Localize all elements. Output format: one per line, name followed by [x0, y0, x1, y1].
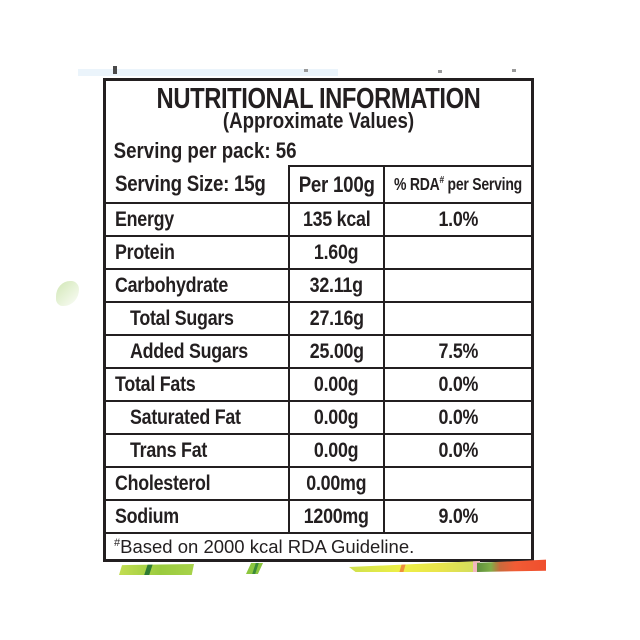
leaf-artwork-peek	[56, 281, 79, 306]
nutrient-amount: 0.00g	[290, 435, 385, 466]
nutrient-amount: 1.60g	[290, 237, 385, 268]
packaging-strip-green-small	[246, 563, 263, 574]
print-artifact-band	[78, 69, 338, 76]
table-title: NUTRITIONAL INFORMATION	[156, 83, 481, 115]
serving-size-header: Serving Size: 15g	[106, 165, 290, 202]
registration-tick	[304, 69, 308, 72]
nutrient-rda: 0.0%	[438, 372, 478, 396]
nutrient-amount: 0.00g	[290, 369, 385, 400]
per-100g-header: Per 100g	[290, 165, 385, 202]
column-header-row: Serving Size: 15g Per 100g % RDA# per Se…	[106, 165, 531, 202]
nutrient-name: Cholesterol	[106, 468, 290, 499]
nutrient-rda: 0.0%	[438, 438, 478, 462]
registration-tick	[512, 69, 516, 72]
packaging-strip-red	[477, 559, 546, 572]
nutrition-table: NUTRITIONAL INFORMATION (Approximate Val…	[103, 78, 534, 562]
nutrient-rda	[385, 237, 531, 268]
nutrient-amount: 0.00g	[290, 402, 385, 433]
nutrient-rda: 9.0%	[438, 504, 478, 528]
table-row-sodium: Sodium 1200mg 9.0%	[106, 499, 531, 532]
strip-slash	[399, 561, 407, 572]
strip-slash	[252, 563, 259, 574]
nutrient-rda	[385, 468, 531, 499]
nutrient-name: Energy	[106, 204, 290, 235]
rda-header: % RDA# per Serving	[385, 165, 531, 202]
nutrient-name: Carbohydrate	[106, 270, 290, 301]
table-row-total-sugars: Total Sugars 27.16g	[106, 301, 531, 334]
nutrient-rda: 0.0%	[438, 405, 478, 429]
registration-tick	[113, 66, 117, 74]
table-subtitle: (Approximate Values)	[222, 108, 415, 133]
footnote: #Based on 2000 kcal RDA Guideline.	[106, 532, 531, 559]
nutrient-amount: 0.00mg	[290, 468, 385, 499]
table-row-protein: Protein 1.60g	[106, 235, 531, 268]
packaging-strip-green	[119, 564, 194, 575]
strip-pink-tip	[473, 561, 480, 572]
table-row-cholesterol: Cholesterol 0.00mg	[106, 466, 531, 499]
nutrient-rda	[385, 303, 531, 334]
nutrient-name: Total Sugars	[106, 303, 290, 334]
nutrient-rda: 7.5%	[438, 339, 478, 363]
nutrient-amount: 27.16g	[290, 303, 385, 334]
table-row-total-fats: Total Fats 0.00g 0.0%	[106, 367, 531, 400]
serving-per-pack: Serving per pack: 56	[113, 138, 297, 163]
nutrient-amount: 25.00g	[290, 336, 385, 367]
table-row-carbohydrate: Carbohydrate 32.11g	[106, 268, 531, 301]
nutrient-amount: 135 kcal	[290, 204, 385, 235]
table-row-trans-fat: Trans Fat 0.00g 0.0%	[106, 433, 531, 466]
nutrient-rda	[385, 270, 531, 301]
nutrient-rda: 1.0%	[438, 207, 478, 231]
nutrient-name: Sodium	[106, 501, 290, 532]
strip-slash	[144, 564, 153, 575]
nutrient-name: Trans Fat	[106, 435, 290, 466]
table-row-added-sugars: Added Sugars 25.00g 7.5%	[106, 334, 531, 367]
nutrient-name: Saturated Fat	[106, 402, 290, 433]
nutrient-amount: 1200mg	[290, 501, 385, 532]
packaging-strip-yellow	[349, 561, 480, 572]
nutrient-amount: 32.11g	[290, 270, 385, 301]
nutrient-name: Added Sugars	[106, 336, 290, 367]
nutrient-name: Total Fats	[106, 369, 290, 400]
table-header-block: NUTRITIONAL INFORMATION (Approximate Val…	[106, 81, 531, 165]
table-row-energy: Energy 135 kcal 1.0%	[106, 202, 531, 235]
table-row-saturated-fat: Saturated Fat 0.00g 0.0%	[106, 400, 531, 433]
nutrient-name: Protein	[106, 237, 290, 268]
registration-tick	[438, 70, 442, 73]
